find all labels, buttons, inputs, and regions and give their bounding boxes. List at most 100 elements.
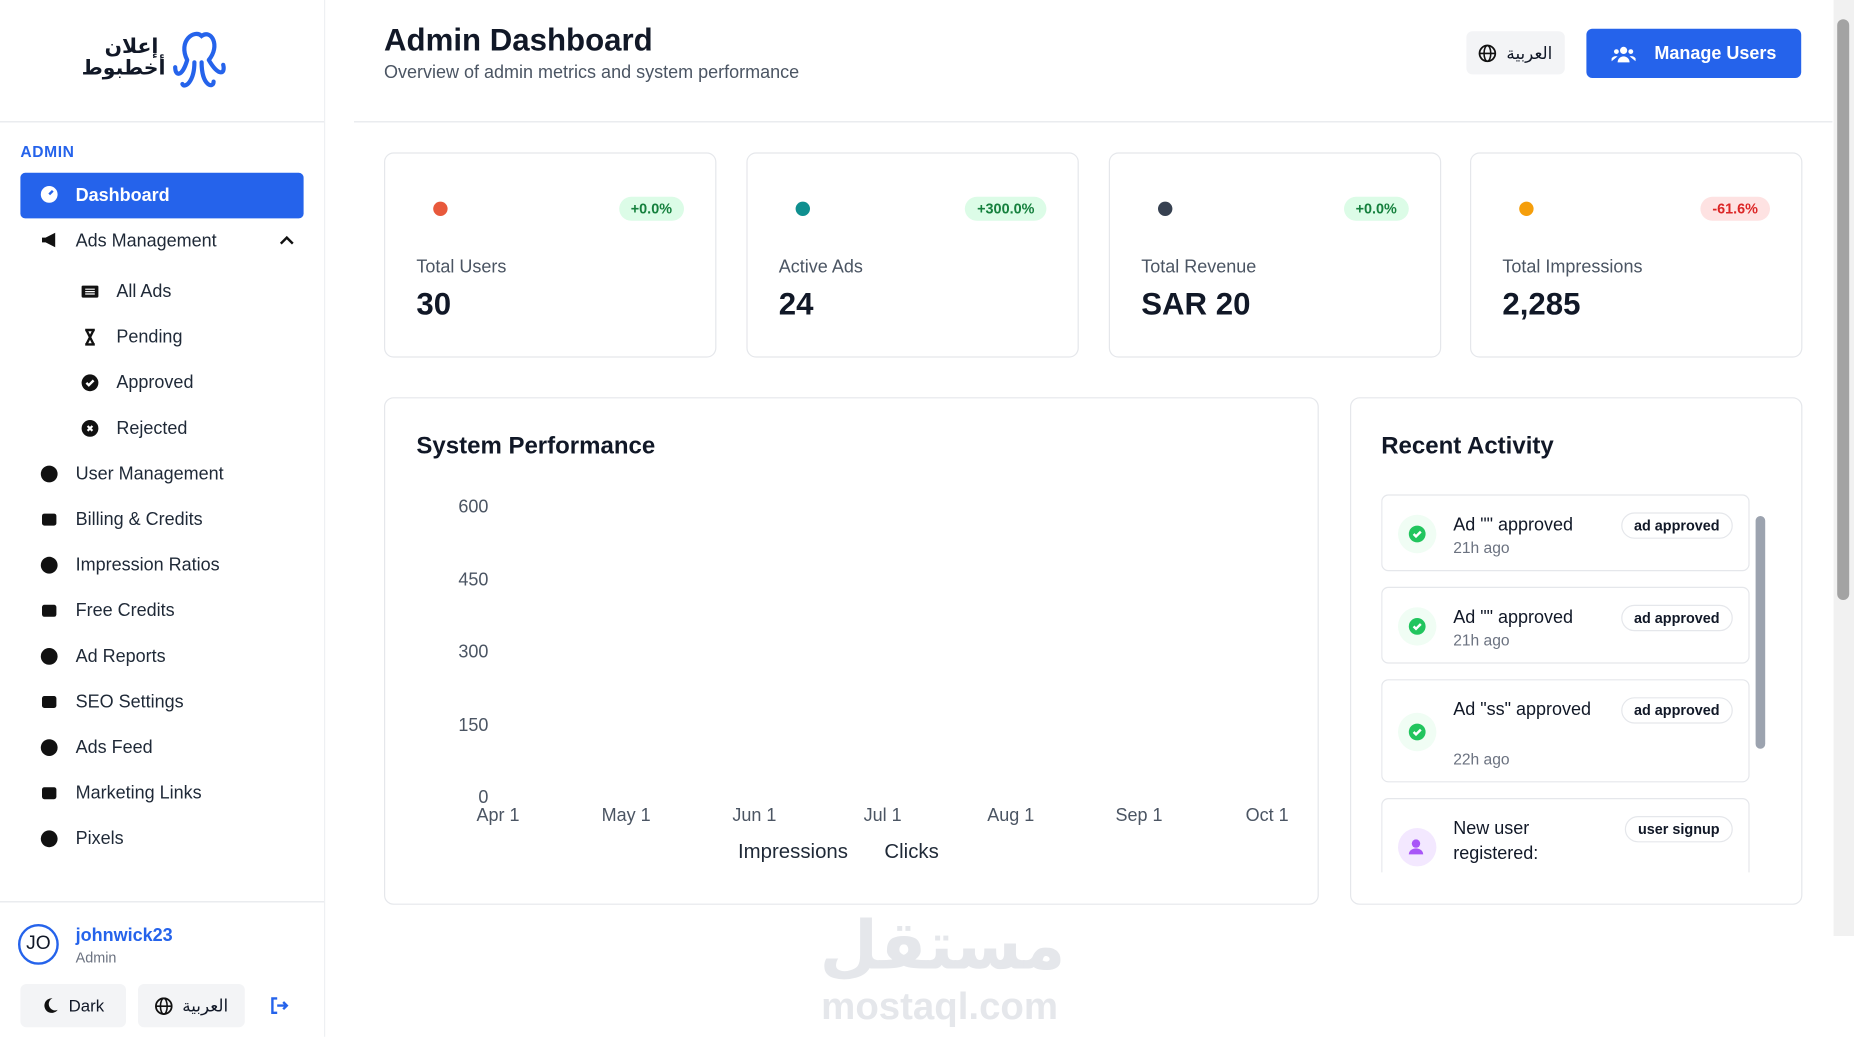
chevron[interactable] (277, 230, 296, 249)
scrollbar-thumb[interactable] (1755, 516, 1766, 749)
icon (1156, 199, 1175, 218)
avatar: JO (18, 924, 59, 965)
card-title: Recent Activity (1381, 433, 1554, 460)
activity-tag: ad approved (1620, 697, 1733, 724)
stat-value: 24 (778, 285, 814, 322)
nav-label[interactable]: Ads Feed (75, 737, 153, 758)
nav-label[interactable]: Approved (116, 372, 194, 394)
icon (80, 419, 99, 438)
glyph (1408, 839, 1424, 855)
nav-label[interactable]: Dashboard (75, 185, 170, 206)
glyph (40, 465, 58, 483)
y-tick-label: 150 (458, 714, 489, 735)
language-button[interactable]: العربية (1466, 31, 1565, 75)
glyph (795, 201, 811, 217)
nav-label[interactable]: Pending (116, 327, 183, 348)
stat-card (1108, 152, 1442, 358)
activity-tag: user signup (1624, 816, 1733, 843)
nav-label[interactable]: Ads Management (75, 231, 217, 252)
glyph (42, 513, 57, 526)
stat-card (384, 152, 717, 358)
nav-label[interactable]: Marketing Links (75, 783, 202, 804)
performance-card (384, 397, 1319, 905)
divider (354, 121, 1833, 123)
nav-label[interactable]: Billing & Credits (75, 509, 203, 530)
change-badge: +300.0% (965, 196, 1047, 221)
glyph (42, 787, 57, 800)
glyph (42, 696, 57, 708)
activity-title: New user registered: (1453, 818, 1539, 865)
nav-label[interactable]: Free Credits (75, 600, 175, 621)
glyph (1408, 525, 1426, 543)
activity-tag: ad approved (1620, 604, 1733, 632)
icon (40, 601, 59, 620)
legend-item[interactable]: Impressions (738, 840, 848, 863)
logo-line: أخطبوط (81, 56, 166, 80)
page-title: Admin Dashboard (384, 21, 653, 58)
glyph (433, 201, 448, 217)
icon (42, 232, 56, 248)
x-tick-label: May 1 (601, 805, 651, 826)
activity-item: New user registered: user signup (1381, 798, 1750, 873)
glyph (40, 830, 58, 848)
stat-value: 2,285 (1502, 285, 1581, 322)
stat-label: Total Impressions (1502, 256, 1643, 278)
glyph (40, 648, 58, 665)
nav-label[interactable]: User Management (75, 463, 224, 485)
activity-time: 22h ago (1453, 750, 1510, 768)
activity-item: Ad "ss" approved 22h ago ad approved (1381, 679, 1750, 783)
nav-label[interactable]: Ad Reports (75, 646, 166, 667)
activity-title: Ad "" approved (1453, 514, 1574, 536)
y-tick-label: 300 (458, 642, 489, 663)
nav-label[interactable]: Impression Ratios (75, 555, 220, 576)
x-tick-label: Oct 1 (1245, 805, 1289, 826)
activity-icon (1398, 607, 1437, 646)
button-label: Dark (68, 996, 105, 1016)
card-title: System Performance (416, 433, 656, 460)
scrollbar-thumb[interactable] (1837, 19, 1850, 600)
logo-line: إعلان (104, 34, 159, 58)
nav-label[interactable]: All Ads (116, 281, 172, 302)
logo-icon (173, 31, 226, 88)
x-tick-label: Sep 1 (1115, 805, 1163, 826)
icon (80, 373, 99, 392)
glyph (81, 374, 99, 392)
change-badge: +0.0% (618, 196, 684, 221)
activity-item: Ad "" approved 21h ago ad approved (1381, 586, 1750, 664)
nav-label[interactable]: SEO Settings (75, 691, 184, 713)
change-badge: -61.6% (1700, 196, 1771, 221)
logout[interactable] (270, 996, 289, 1015)
nav-label[interactable]: Pixels (75, 828, 124, 850)
x-tick-label: Jul 1 (863, 805, 902, 826)
icon (1517, 199, 1536, 218)
x-tick-label: Jun 1 (732, 805, 777, 826)
activity-time: 21h ago (1453, 631, 1510, 650)
logo-text: إعلان أخطبوط (81, 34, 166, 80)
activity-title: Ad "" approved (1453, 607, 1574, 628)
stat-label: Total Users (416, 256, 507, 278)
icon (40, 829, 59, 848)
activity-title: Ad "ss" approved (1453, 699, 1592, 720)
y-tick-label: 600 (458, 496, 489, 518)
legend-item[interactable]: Clicks (884, 840, 939, 863)
glyph (81, 420, 99, 437)
icon (40, 464, 59, 483)
glyph (85, 328, 95, 346)
glyph (42, 604, 57, 617)
icon (80, 328, 99, 347)
icon (1479, 44, 1497, 62)
manage-users-button[interactable]: Manage Users (1586, 28, 1802, 78)
section-label: ADMIN (20, 142, 75, 161)
language-button[interactable]: العربية (138, 984, 245, 1028)
icon (40, 784, 59, 803)
user-name: johnwick23 (75, 925, 173, 946)
active-nav[interactable] (20, 172, 304, 219)
theme-button[interactable]: Dark (20, 984, 127, 1028)
watermark: mostaql.com (821, 984, 1059, 1028)
stat-label: Total Revenue (1141, 256, 1257, 278)
stat-card (746, 152, 1079, 358)
user-role: Admin (75, 949, 117, 967)
divider (0, 901, 324, 903)
nav-label[interactable]: Rejected (116, 418, 188, 439)
